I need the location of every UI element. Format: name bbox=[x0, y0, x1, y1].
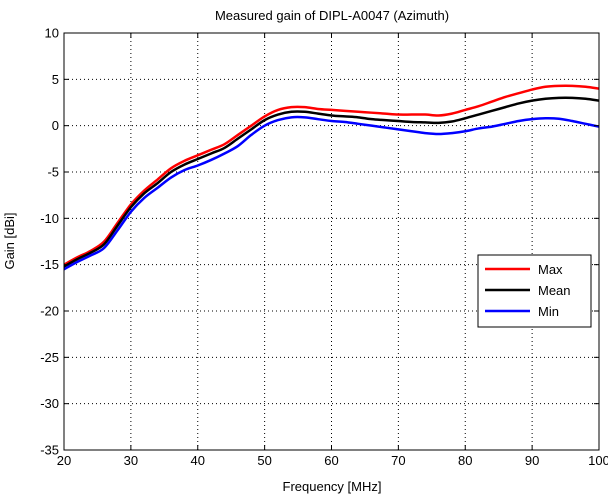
x-tick-label: 80 bbox=[458, 453, 472, 468]
y-tick-label: -30 bbox=[40, 396, 59, 411]
chart-title: Measured gain of DIPL-A0047 (Azimuth) bbox=[215, 8, 449, 23]
y-tick-label: 0 bbox=[52, 118, 59, 133]
y-tick-label: 10 bbox=[45, 26, 59, 41]
x-tick-label: 40 bbox=[191, 453, 205, 468]
y-tick-label: -25 bbox=[40, 350, 59, 365]
x-tick-label: 90 bbox=[525, 453, 539, 468]
legend-label-min: Min bbox=[538, 304, 559, 319]
series-line-min bbox=[64, 115, 599, 271]
series-line-mean bbox=[64, 96, 599, 268]
legend-label-mean: Mean bbox=[538, 283, 571, 298]
plot-area: 20 30 40 50 60 70 80 90 100 -35 -30 -25 -20 -15 -10 -5 0… bbox=[40, 26, 608, 469]
y-tick-label: -20 bbox=[40, 304, 59, 319]
x-tick-label: 50 bbox=[257, 453, 271, 468]
y-tick-label: -10 bbox=[40, 211, 59, 226]
x-axis-label: Frequency [MHz] bbox=[283, 479, 382, 494]
x-tick-label: 30 bbox=[124, 453, 138, 468]
x-tick-label: 100 bbox=[588, 453, 608, 468]
legend: Max Mean Min bbox=[477, 254, 592, 328]
y-tick-label: -5 bbox=[47, 165, 59, 180]
x-tick-label: 70 bbox=[391, 453, 405, 468]
legend-label-max: Max bbox=[538, 262, 563, 277]
y-axis-label: Gain [dBi] bbox=[2, 212, 17, 269]
y-tick-label: 5 bbox=[52, 72, 59, 87]
y-tick-label: -15 bbox=[40, 257, 59, 272]
series-line-max bbox=[64, 84, 599, 266]
x-tick-label: 20 bbox=[57, 453, 71, 468]
y-tick-label: -35 bbox=[40, 443, 59, 458]
x-tick-label: 60 bbox=[324, 453, 338, 468]
